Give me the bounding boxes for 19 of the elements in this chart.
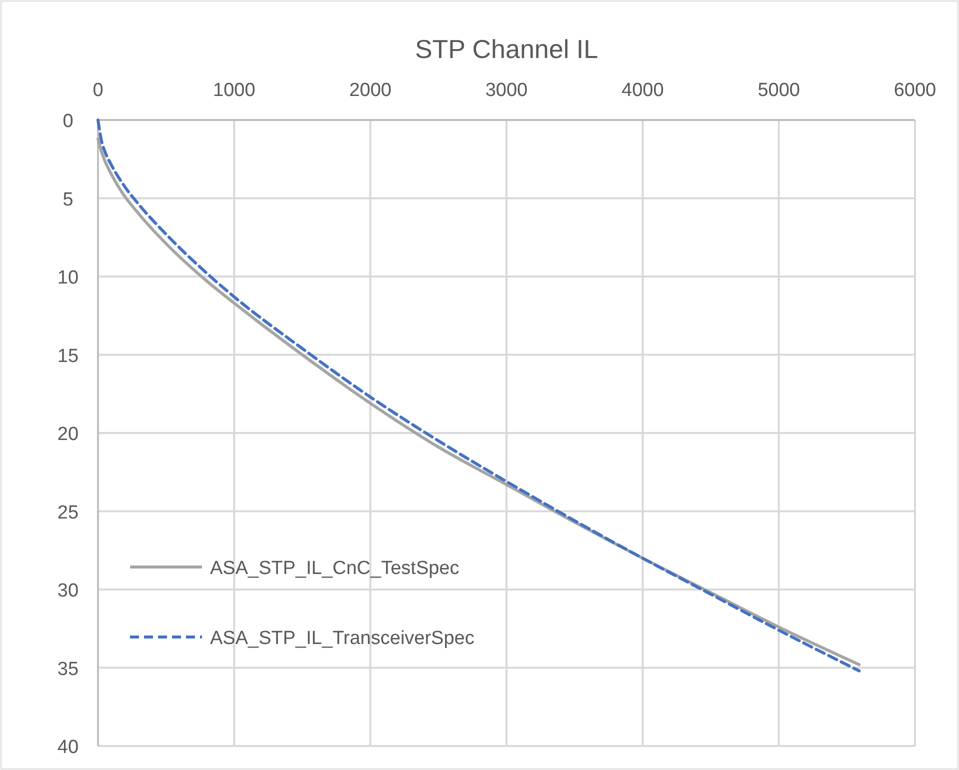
y-tick-label: 25: [57, 502, 79, 524]
x-tick-label: 0: [92, 80, 104, 101]
x-tick-label: 3000: [485, 80, 528, 101]
y-tick-label: 15: [57, 346, 79, 367]
y-tick-label: 40: [57, 737, 79, 758]
legend-label: ASA_STP_IL_TransceiverSpec: [210, 628, 474, 649]
y-tick-label: 10: [57, 268, 79, 288]
y-tick-label: 5: [62, 189, 74, 210]
y-tick-label: 35: [57, 658, 79, 680]
x-tick-label: 2000: [349, 80, 392, 101]
y-tick-label: 0: [62, 111, 74, 132]
chart-title: STP Channel IL: [414, 34, 598, 64]
x-tick-label: 4000: [622, 80, 664, 101]
x-tick-label: 1000: [213, 80, 256, 101]
x-tick-label: 5000: [758, 80, 800, 101]
y-tick-label: 20: [57, 424, 79, 445]
legend-label: ASA_STP_IL_CnC_TestSpec: [210, 558, 460, 579]
y-tick-label: 30: [57, 580, 79, 602]
x-tick-label: 6000: [894, 80, 936, 101]
